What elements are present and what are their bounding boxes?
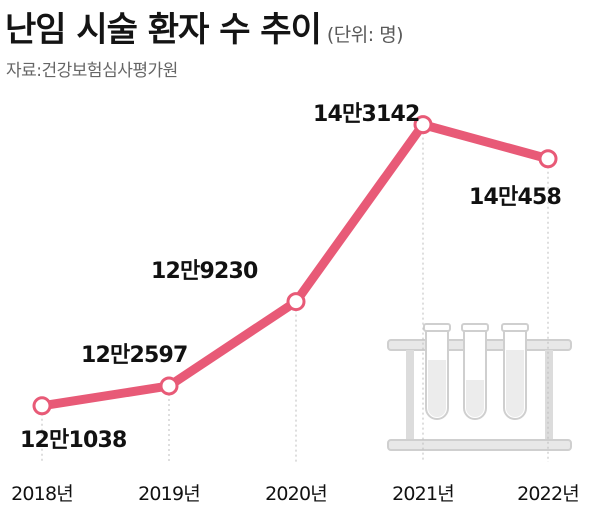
chart-title: 난임 시술 환자 수 추이 bbox=[5, 10, 322, 50]
data-label-4: 14만458 bbox=[469, 185, 561, 210]
data-point-2 bbox=[286, 292, 306, 312]
x-tick-label-3: 2021년 bbox=[392, 483, 454, 505]
title-row: 난임 시술 환자 수 추이 (단위: 명) bbox=[5, 2, 404, 51]
data-point-0 bbox=[32, 396, 52, 416]
x-tick-label-2: 2020년 bbox=[265, 483, 327, 505]
test-tubes-icon bbox=[387, 323, 572, 451]
data-label-1: 12만2597 bbox=[81, 343, 188, 368]
x-tick-label-4: 2022년 bbox=[517, 483, 579, 505]
data-label-0: 12만1038 bbox=[20, 428, 127, 453]
source-label: 자료:건강보험심사평가원 bbox=[6, 61, 178, 81]
data-point-1 bbox=[159, 376, 179, 396]
unit-label: (단위: 명) bbox=[326, 24, 404, 46]
data-label-2: 12만9230 bbox=[151, 259, 258, 284]
data-label-3: 14만3142 bbox=[313, 102, 420, 127]
x-tick-label-0: 2018년 bbox=[11, 483, 73, 505]
data-point-4 bbox=[538, 149, 558, 169]
data-point-3 bbox=[413, 115, 433, 135]
x-tick-label-1: 2019년 bbox=[138, 483, 200, 505]
